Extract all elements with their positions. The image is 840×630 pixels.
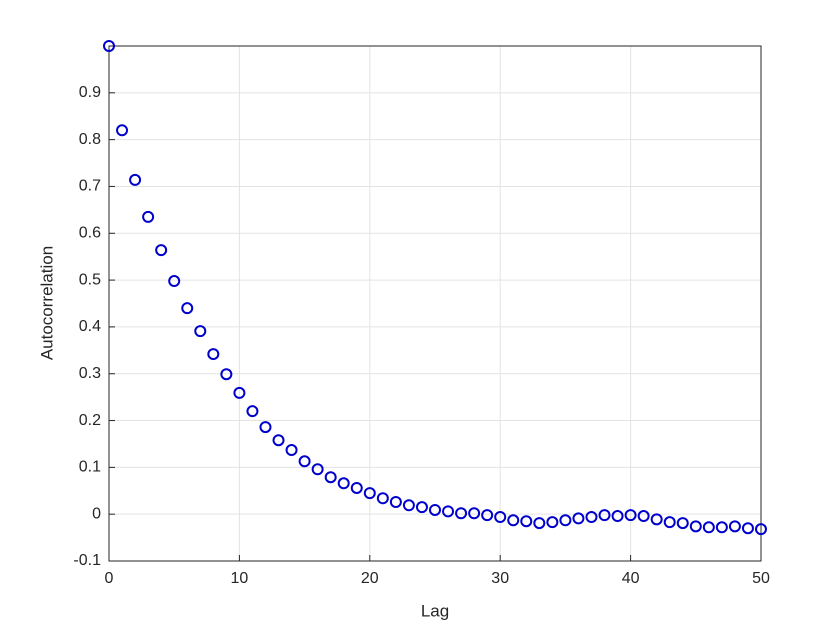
y-tick-label: 0.6 — [79, 224, 101, 241]
point — [142, 210, 155, 223]
point — [442, 505, 455, 518]
plot-frame — [108, 45, 762, 562]
point — [572, 512, 585, 525]
point — [559, 514, 572, 527]
point — [507, 514, 520, 527]
y-axis-label: Autocorrelation — [37, 246, 56, 360]
point — [663, 516, 676, 529]
point — [702, 521, 715, 534]
point — [676, 517, 689, 530]
point — [259, 421, 272, 434]
y-tick-label: 0.7 — [79, 178, 101, 195]
point — [494, 510, 507, 523]
point — [350, 481, 363, 494]
point — [116, 124, 129, 137]
point — [624, 509, 637, 522]
y-tick-label: 0.9 — [79, 84, 101, 101]
y-tick-label: -0.1 — [73, 552, 101, 569]
point — [207, 348, 220, 361]
x-tick-label: 40 — [622, 570, 640, 587]
point — [546, 516, 559, 529]
point — [715, 521, 728, 534]
point — [376, 492, 389, 505]
point — [598, 509, 611, 522]
point — [103, 40, 115, 52]
x-tick-label: 20 — [361, 570, 379, 587]
point — [533, 517, 546, 530]
y-tick-label: 0.5 — [79, 271, 101, 288]
point — [468, 507, 481, 520]
point — [155, 244, 168, 257]
point — [194, 325, 207, 338]
y-tick-label: 0.2 — [79, 412, 101, 429]
x-tick-label: 50 — [752, 570, 770, 587]
point — [585, 510, 598, 523]
y-tick-label: 0 — [92, 505, 101, 522]
point — [389, 496, 402, 509]
point — [611, 510, 624, 523]
y-tick-label: 0.8 — [79, 131, 101, 148]
point — [755, 523, 767, 536]
point — [285, 444, 298, 457]
point — [520, 515, 533, 528]
y-tick-label: 0.4 — [79, 318, 101, 335]
point — [168, 275, 181, 288]
y-tick-label: 0.1 — [79, 459, 101, 476]
point — [324, 471, 337, 484]
point — [129, 173, 142, 186]
y-tick-label: 0.3 — [79, 365, 101, 382]
x-tick-label: 30 — [491, 570, 509, 587]
point — [246, 405, 259, 418]
point — [728, 520, 741, 533]
point — [689, 520, 702, 533]
point — [429, 503, 441, 516]
point — [181, 302, 194, 315]
x-tick-label: 10 — [231, 570, 249, 587]
point — [415, 501, 428, 514]
point — [311, 463, 324, 476]
point — [637, 510, 650, 523]
x-axis-label: Lag — [421, 601, 449, 620]
point — [233, 386, 246, 399]
point — [272, 434, 285, 447]
point — [455, 507, 468, 520]
point — [337, 477, 350, 490]
point — [298, 455, 311, 468]
point — [402, 499, 415, 512]
point — [363, 487, 376, 500]
x-tick-label: 0 — [105, 570, 114, 587]
point — [741, 522, 754, 535]
point — [220, 368, 233, 381]
point — [481, 509, 494, 522]
point — [650, 513, 663, 526]
